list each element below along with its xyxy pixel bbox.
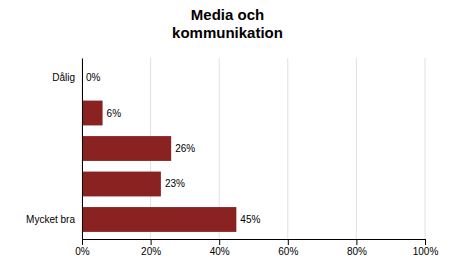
tick-label: 20% xyxy=(141,246,161,257)
data-label: 26% xyxy=(175,143,195,154)
data-label: 45% xyxy=(240,214,260,225)
data-labels: 0% 6% 26% 23% 45% xyxy=(86,72,260,225)
axis-line xyxy=(82,59,83,240)
tick: 100% xyxy=(413,239,439,257)
grid-line xyxy=(425,58,426,239)
tick-label: 40% xyxy=(210,246,230,257)
title-line: Media och xyxy=(191,6,264,23)
x-axis: 0% 20% 40% 60% 80% 100% xyxy=(75,239,438,257)
tick-mark xyxy=(151,239,152,245)
tick: 0% xyxy=(75,239,90,257)
tick-label: 60% xyxy=(278,246,298,257)
chart: Media ochkommunikation 0% 20% 40% 60% 80% 100%… xyxy=(0,0,455,265)
data-label: 6% xyxy=(107,108,122,119)
bar xyxy=(82,136,171,161)
title-line: kommunikation xyxy=(172,24,283,41)
tick-mark xyxy=(219,239,220,245)
tick-label: Mycket bra xyxy=(26,214,75,225)
bar xyxy=(82,101,103,126)
tick: Dålig xyxy=(52,72,75,83)
tick-mark xyxy=(288,239,289,245)
tick-label: 0% xyxy=(75,246,90,257)
bar xyxy=(82,207,236,232)
axis-line xyxy=(83,240,426,246)
tick: Mycket bra xyxy=(26,214,75,225)
data-label: 23% xyxy=(165,178,185,189)
title: Media ochkommunikation xyxy=(172,6,283,41)
tick-label: 100% xyxy=(413,246,439,257)
grid-line xyxy=(287,58,288,239)
grid-line xyxy=(82,58,83,239)
data-label: 0% xyxy=(86,72,101,83)
grid xyxy=(82,58,425,239)
tick: 20% xyxy=(141,239,161,257)
tick-label: Dålig xyxy=(52,72,75,83)
tick-mark xyxy=(82,239,83,245)
tick-mark xyxy=(425,239,426,245)
plot: 0% 20% 40% 60% 80% 100% Dålig Mycket bra 0% 6% 26%… xyxy=(26,58,438,257)
y-axis: Dålig Mycket bra xyxy=(26,59,82,240)
bar xyxy=(82,172,161,197)
tick-label: 80% xyxy=(347,246,367,257)
tick: 80% xyxy=(347,239,367,257)
grid-line xyxy=(356,58,357,239)
bars xyxy=(82,101,236,232)
tick: 60% xyxy=(278,239,298,257)
tick: 40% xyxy=(210,239,230,257)
tick-mark xyxy=(356,239,357,245)
